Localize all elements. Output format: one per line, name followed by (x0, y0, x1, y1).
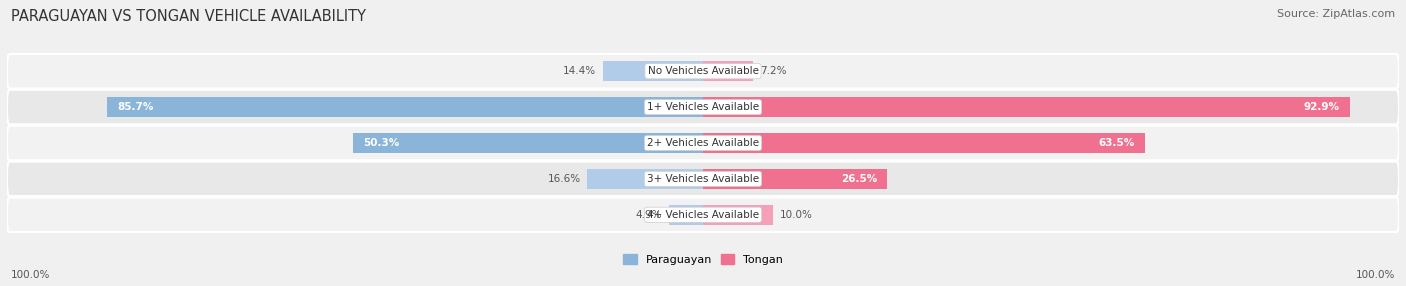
FancyBboxPatch shape (7, 90, 1399, 124)
Text: 100.0%: 100.0% (11, 270, 51, 280)
Text: 50.3%: 50.3% (363, 138, 399, 148)
Text: 2+ Vehicles Available: 2+ Vehicles Available (647, 138, 759, 148)
Bar (107, 97, 703, 117)
Bar (703, 61, 754, 81)
Text: 100.0%: 100.0% (1355, 270, 1395, 280)
Text: No Vehicles Available: No Vehicles Available (648, 66, 758, 76)
Text: 4+ Vehicles Available: 4+ Vehicles Available (647, 210, 759, 220)
Text: 3+ Vehicles Available: 3+ Vehicles Available (647, 174, 759, 184)
Bar (588, 169, 703, 189)
FancyBboxPatch shape (7, 162, 1399, 196)
Text: 85.7%: 85.7% (117, 102, 153, 112)
Bar (703, 133, 1144, 153)
Text: 4.9%: 4.9% (636, 210, 662, 220)
FancyBboxPatch shape (7, 126, 1399, 160)
Text: PARAGUAYAN VS TONGAN VEHICLE AVAILABILITY: PARAGUAYAN VS TONGAN VEHICLE AVAILABILIT… (11, 9, 366, 23)
Legend: Paraguayan, Tongan: Paraguayan, Tongan (619, 250, 787, 269)
Bar (353, 133, 703, 153)
Text: 63.5%: 63.5% (1098, 138, 1135, 148)
Text: 10.0%: 10.0% (779, 210, 813, 220)
Text: 14.4%: 14.4% (562, 66, 596, 76)
FancyBboxPatch shape (7, 198, 1399, 232)
Text: 92.9%: 92.9% (1303, 102, 1339, 112)
FancyBboxPatch shape (7, 54, 1399, 88)
Bar (703, 97, 1350, 117)
Text: Source: ZipAtlas.com: Source: ZipAtlas.com (1277, 9, 1395, 19)
Bar (603, 61, 703, 81)
Bar (669, 205, 703, 225)
Text: 16.6%: 16.6% (547, 174, 581, 184)
Text: 1+ Vehicles Available: 1+ Vehicles Available (647, 102, 759, 112)
Bar (703, 169, 887, 189)
Text: 26.5%: 26.5% (841, 174, 877, 184)
Bar (703, 205, 773, 225)
Text: 7.2%: 7.2% (761, 66, 786, 76)
